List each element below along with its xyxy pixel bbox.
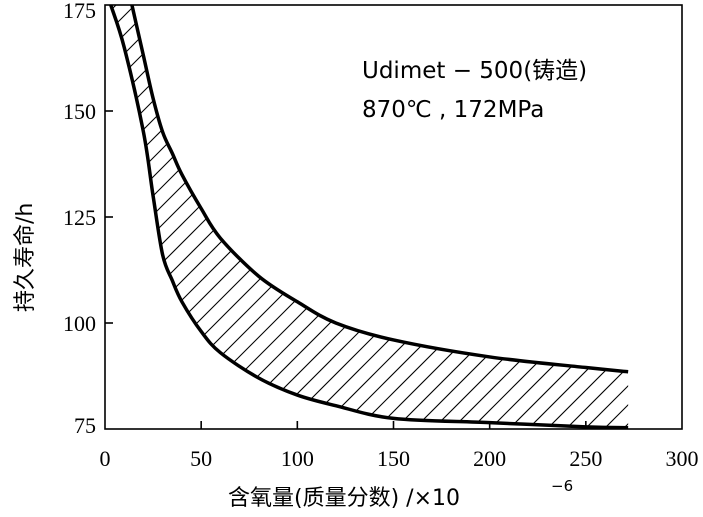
x-tick-label: 200 bbox=[473, 446, 506, 471]
hatch-line bbox=[630, 0, 703, 517]
x-tick-label: 150 bbox=[377, 446, 410, 471]
hatch-line bbox=[572, 5, 629, 428]
hatch-line bbox=[610, 5, 629, 428]
lower-bound-line bbox=[109, 5, 629, 429]
hatch-line bbox=[110, 5, 312, 428]
hatch-line bbox=[110, 5, 293, 428]
annotation-material: Udimet − 500(铸造) bbox=[362, 58, 587, 84]
x-tick-label: 50 bbox=[190, 446, 212, 471]
hatch-line bbox=[668, 0, 703, 517]
hatch-line bbox=[110, 5, 388, 428]
hatch-line bbox=[110, 5, 274, 428]
x-tick-label: 250 bbox=[569, 446, 602, 471]
upper-bound-line bbox=[130, 5, 629, 374]
y-tick-label: 75 bbox=[74, 413, 96, 438]
hatch-line bbox=[591, 5, 629, 428]
y-tick-label: 100 bbox=[63, 311, 96, 336]
y-tick-label: 125 bbox=[63, 205, 96, 230]
x-axis-ticks: 0 50 100 150 200 250 300 bbox=[100, 421, 699, 471]
hatch-line bbox=[687, 0, 703, 517]
y-tick-label: 175 bbox=[63, 0, 96, 23]
hatch-line bbox=[110, 5, 350, 428]
x-tick-label: 100 bbox=[281, 446, 314, 471]
x-tick-label: 0 bbox=[100, 446, 111, 471]
hatch-line bbox=[110, 5, 369, 428]
hatch-line bbox=[110, 5, 255, 428]
x-axis-title: 含氧量(质量分数) /×10 bbox=[228, 486, 460, 511]
y-tick-label: 150 bbox=[63, 99, 96, 124]
y-axis-ticks: 75 100 125 150 175 bbox=[63, 0, 113, 438]
hatch-line bbox=[649, 0, 703, 517]
hatch-line bbox=[110, 5, 407, 428]
x-tick-label: 300 bbox=[666, 446, 699, 471]
annotation-conditions: 870℃ , 172MPa bbox=[362, 97, 544, 123]
hatch-line bbox=[0, 0, 7, 517]
y-axis-title: 持久寿命/h bbox=[13, 203, 38, 312]
x-axis-title-exponent: −6 bbox=[551, 477, 573, 495]
